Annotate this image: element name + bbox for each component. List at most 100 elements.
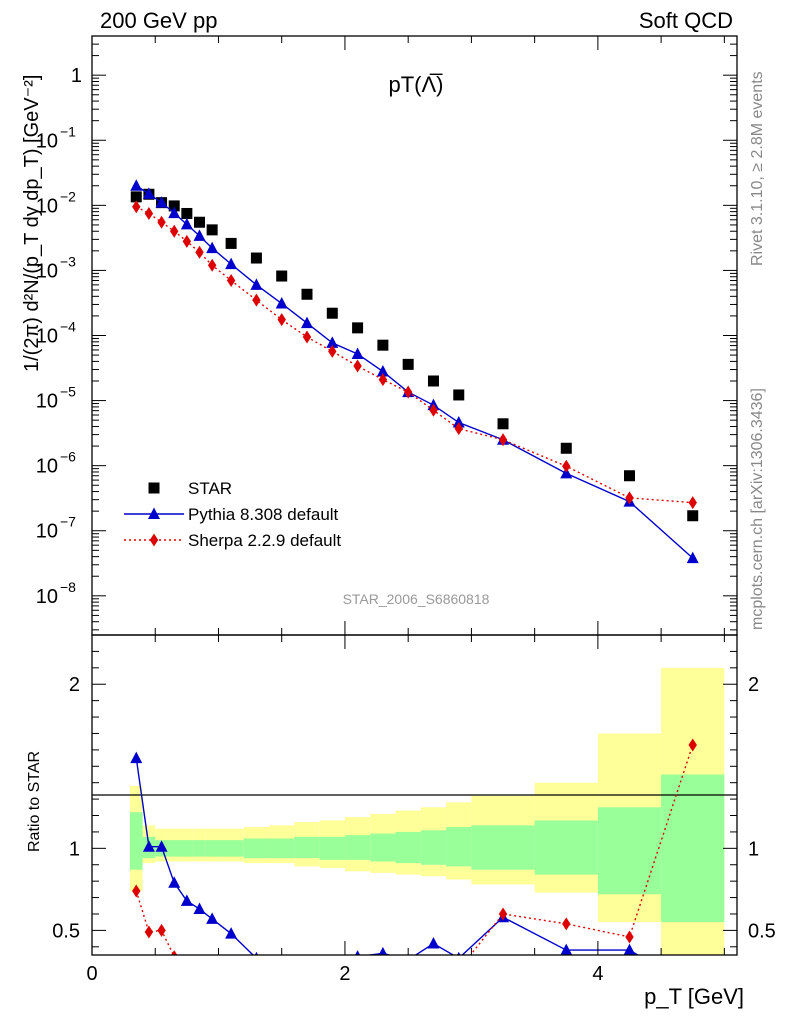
legend-label: Sherpa 2.2.9 default [188, 531, 341, 550]
data-point [132, 200, 141, 214]
x-tick-label: 4 [592, 963, 603, 985]
y-axis-label: 1/(2π) d²N/(p_T dy dp_T) [GeV⁻²] [21, 75, 43, 372]
data-point [170, 224, 179, 238]
y-tick-label: 10 −6 [36, 449, 76, 478]
data-point [195, 245, 204, 259]
legend-entry: STAR [148, 479, 232, 498]
data-point [403, 385, 413, 399]
data-point [193, 229, 206, 241]
data-point [276, 270, 288, 282]
series-line [135, 185, 694, 559]
legend-entry: Pythia 8.308 default [124, 505, 339, 524]
ratio-point [195, 965, 203, 978]
ratio-point [278, 981, 286, 994]
data-point [687, 510, 699, 522]
band-inner [370, 833, 396, 862]
data-point [130, 191, 142, 203]
ratio-point [326, 968, 338, 980]
mcplots-label: mcplots.cern.ch [arXiv:1306.3436] [749, 388, 766, 630]
band-inner [420, 830, 447, 865]
legend-label: Pythia 8.308 default [188, 505, 339, 524]
band-inner [319, 836, 345, 860]
rivet-label: Rivet 3.1.10, ≥ 2.8M events [749, 71, 766, 266]
ratio-point [157, 923, 166, 937]
ratio-point [193, 902, 206, 915]
ratio-point [623, 943, 636, 955]
band-inner [180, 840, 194, 857]
data-point [429, 403, 438, 417]
y-tick-label: 10 −4 [36, 319, 76, 348]
uncertainty-bands [129, 667, 725, 955]
y-tick-exp: −8 [60, 579, 76, 595]
data-point [377, 339, 389, 351]
band-inner [661, 774, 725, 923]
y-tick-base: 10 [36, 456, 58, 478]
band-inner [344, 835, 371, 860]
band-inner [193, 840, 206, 857]
data-point [206, 241, 219, 254]
y-tick-label: 10 −2 [36, 188, 76, 217]
data-point [688, 496, 697, 510]
y-tick-exp: −4 [60, 319, 76, 335]
data-point [157, 215, 166, 229]
data-point [497, 418, 509, 430]
legend: STAR Pythia 8.308 default Sherpa 2.2.9 def… [124, 479, 341, 550]
y-tick-exp: −2 [60, 188, 76, 204]
y-tick-exp: −7 [60, 514, 76, 530]
y-tick-base: 1 [71, 65, 82, 87]
ratio-y-tick-label-right: 0.5 [748, 920, 776, 942]
y-tick-exp: −5 [60, 384, 76, 400]
ratio-series-diamond [132, 738, 697, 996]
y-tick-base: 10 [36, 195, 58, 217]
band-inner [294, 836, 320, 859]
ratio-point [404, 973, 412, 986]
ratio-point [498, 907, 508, 921]
data-point [130, 179, 143, 191]
y-tick-base: 10 [36, 521, 58, 543]
data-point [328, 344, 337, 358]
ratio-point [303, 983, 311, 996]
data-point [454, 422, 463, 436]
data-point [252, 293, 261, 307]
x-axis-title: p_T [GeV] [644, 984, 744, 1009]
ratio-point [144, 925, 154, 939]
legend-entry: Sherpa 2.2.9 default [124, 531, 341, 550]
y-tick-label: 10 −5 [36, 384, 76, 413]
plot-title: pT(Λ̅) [388, 72, 443, 97]
energy-label: 200 GeV pp [100, 8, 217, 33]
data-point [326, 336, 339, 348]
ratio-point [378, 946, 388, 955]
ratio-point [225, 927, 238, 939]
ratio-point [227, 973, 235, 986]
band-inner [471, 825, 535, 870]
ratio-point [171, 950, 178, 955]
ratio-point [688, 738, 697, 752]
data-point [206, 224, 218, 236]
ratio-point [455, 963, 463, 976]
band-inner [205, 840, 219, 857]
legend-label: STAR [188, 479, 232, 498]
main-plot-series [130, 179, 699, 564]
band-inner [243, 838, 270, 859]
x-tick-label: 0 [86, 963, 97, 985]
category-label: Soft QCD [639, 8, 733, 33]
ratio-point [208, 970, 216, 983]
ratio-plot-frame [91, 634, 738, 956]
data-point [182, 234, 192, 248]
ratio-point [276, 965, 288, 977]
band-inner [395, 831, 421, 864]
y-axis-title: 1/(2π) d²N/(p_T dy dp_T) [GeV⁻²] [21, 75, 43, 372]
ratio-y-tick-label: 0.5 [52, 920, 80, 942]
data-point [351, 347, 364, 359]
data-point [498, 433, 508, 447]
band-inner [446, 827, 472, 867]
ratio-y-tick-label: 2 [69, 674, 80, 696]
y-tick-label: 10 −3 [36, 253, 76, 282]
y-tick-base: 10 [36, 586, 58, 608]
data-point [625, 491, 634, 505]
data-point [225, 237, 237, 249]
data-point [624, 470, 635, 482]
data-point [181, 207, 193, 219]
ratio-point [457, 951, 461, 955]
ratio-point [252, 980, 260, 993]
